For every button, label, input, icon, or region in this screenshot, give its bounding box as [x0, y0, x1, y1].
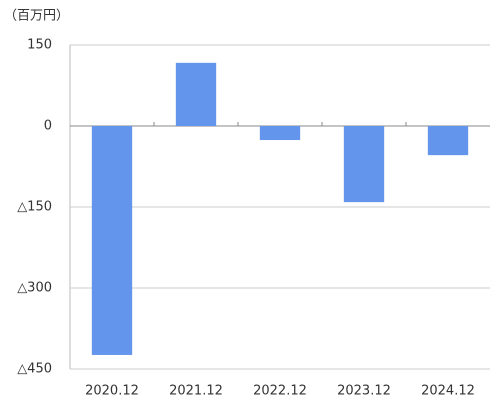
- bar: [343, 126, 385, 203]
- bar: [91, 126, 133, 355]
- y-tick-label: △150: [17, 200, 52, 215]
- x-tick-label: 2024.12: [421, 384, 475, 399]
- bar: [175, 62, 217, 126]
- y-tick-label: △300: [17, 281, 52, 296]
- x-tick-label: 2020.12: [85, 384, 139, 399]
- x-tick-label: 2023.12: [337, 384, 391, 399]
- y-tick-label: △450: [17, 362, 52, 377]
- bar: [259, 126, 301, 141]
- y-tick-label: 0: [44, 119, 52, 134]
- y-axis-label: （百万円）: [4, 9, 69, 24]
- x-tick-label: 2021.12: [169, 384, 223, 399]
- y-tick-label: 150: [27, 38, 52, 53]
- x-tick-label: 2022.12: [253, 384, 307, 399]
- bar: [427, 126, 469, 156]
